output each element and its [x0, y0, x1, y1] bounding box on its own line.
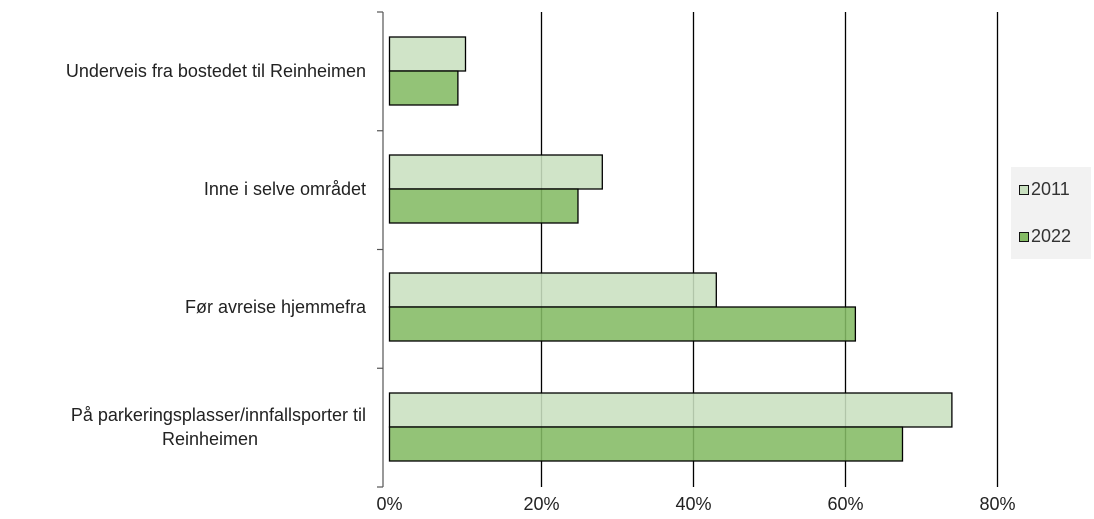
category-label: Inne i selve området [204, 179, 366, 199]
legend-label-2022: 2022 [1031, 226, 1072, 246]
x-tick-label: 0% [376, 494, 402, 514]
bar-2022 [388, 426, 904, 462]
category-label-line: Reinheimen [162, 429, 258, 449]
x-tick-label: 40% [675, 494, 711, 514]
bar-2011 [388, 36, 467, 72]
bar-2022 [388, 188, 579, 224]
bar-2022 [388, 70, 459, 106]
category-label: På parkeringsplasser/innfallsporter til R… [71, 405, 366, 449]
category-label-line: På parkeringsplasser/innfallsporter til [71, 405, 366, 425]
legend-label-2011: 2011 [1031, 179, 1070, 199]
legend-item-2022: 2022 [1019, 226, 1071, 247]
category-label: Før avreise hjemmefra [185, 297, 367, 317]
x-tick-label: 80% [979, 494, 1015, 514]
bar-2011 [388, 392, 953, 428]
bar-2011 [388, 154, 603, 190]
x-tick-label: 60% [827, 494, 863, 514]
chart-legend: 2011 2022 [1011, 167, 1091, 259]
x-tick-label: 20% [523, 494, 559, 514]
category-label: Underveis fra bostedet til Reinheimen [66, 61, 366, 81]
legend-swatch-2022 [1019, 231, 1029, 242]
legend-item-2011: 2011 [1019, 179, 1070, 200]
bar-2011 [388, 272, 717, 308]
category-label-line: Før avreise hjemmefra [185, 297, 367, 317]
category-label-line: Underveis fra bostedet til Reinheimen [66, 61, 366, 81]
bar-2022 [388, 306, 857, 342]
category-label-line: Inne i selve området [204, 179, 366, 199]
legend-swatch-2011 [1019, 184, 1029, 195]
